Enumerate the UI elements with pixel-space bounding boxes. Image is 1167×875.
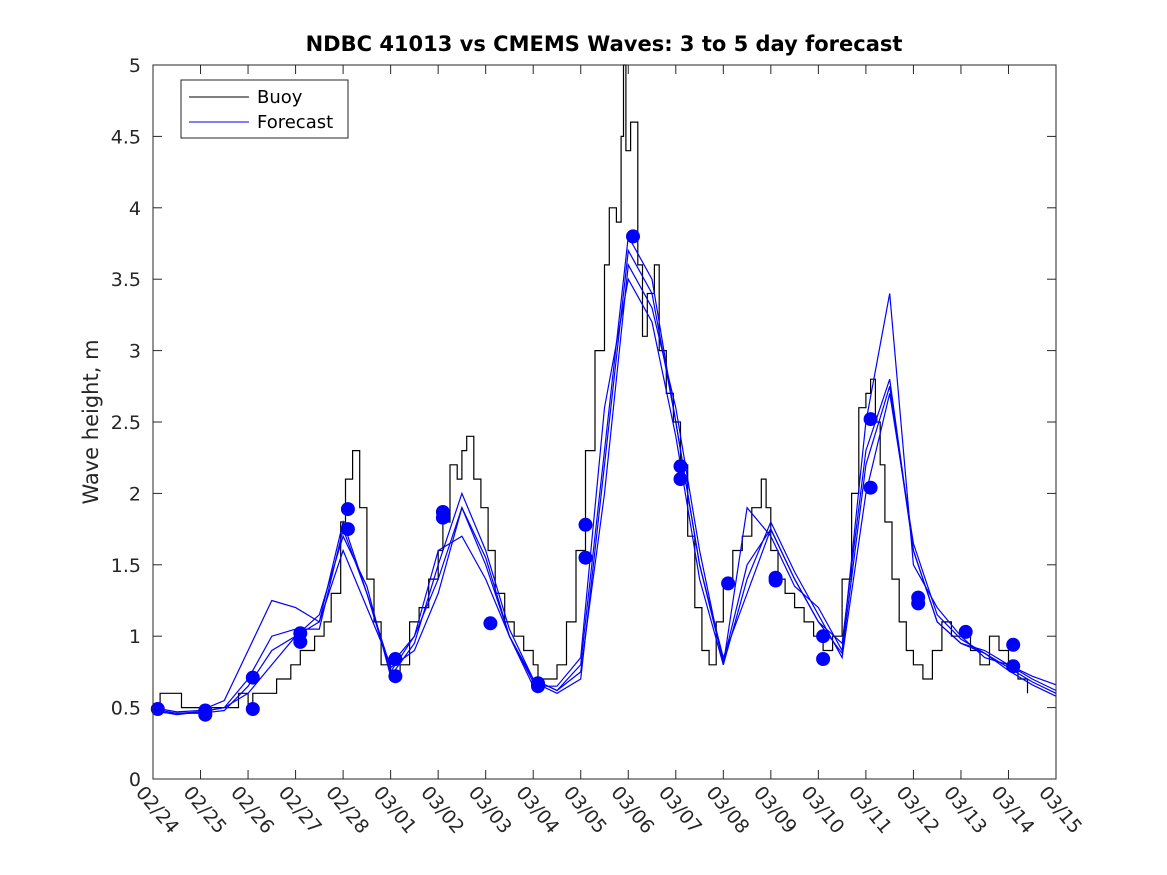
- y-axis: 0 0.5 1 1.5 2 2.5 3 3.5 4 4.5 5: [111, 55, 1056, 791]
- forecast-marker: [626, 229, 640, 244]
- forecast-marker: [578, 550, 593, 565]
- forecast-marker: [1006, 637, 1021, 652]
- plot-background: [153, 65, 1056, 779]
- forecast-marker: [245, 670, 260, 685]
- forecast-line-3: [152, 277, 1057, 713]
- forecast-marker: [483, 616, 498, 631]
- y-tick-label: 3: [129, 341, 141, 363]
- forecast-marker: [673, 459, 688, 474]
- forecast-marker: [721, 576, 736, 591]
- buoy-series: [153, 64, 1029, 709]
- plot-area: [153, 65, 1056, 779]
- forecast-marker: [531, 679, 545, 694]
- chart-title: NDBC 41013 vs CMEMS Waves: 3 to 5 day fo…: [306, 32, 903, 56]
- y-tick-label: 0.5: [111, 698, 141, 720]
- y-tick-label: 3.5: [111, 269, 141, 291]
- legend-label-buoy: Buoy: [257, 87, 303, 108]
- forecast-marker: [911, 596, 926, 611]
- forecast-marker: [388, 652, 403, 666]
- forecast-marker: [958, 624, 973, 639]
- forecast-marker: [863, 480, 878, 495]
- forecast-marker: [340, 502, 355, 517]
- forecast-marker: [340, 522, 355, 537]
- forecast-markers: [150, 229, 1021, 722]
- buoy-line: [153, 64, 1029, 709]
- forecast-marker: [435, 510, 450, 525]
- y-axis-label: Wave height, m: [79, 339, 103, 504]
- legend-box: [180, 79, 349, 139]
- y-tick-label: 2.5: [111, 412, 141, 434]
- y-tick-label: 5: [129, 55, 141, 77]
- forecast-marker: [293, 634, 308, 649]
- forecast-marker: [816, 652, 831, 666]
- forecast-marker: [816, 629, 831, 644]
- y-tick-label: 1.5: [111, 555, 141, 577]
- forecast-marker: [245, 702, 260, 716]
- legend-label-forecast: Forecast: [257, 112, 333, 133]
- y-tick-label: 0: [129, 769, 141, 791]
- forecast-marker: [388, 669, 403, 684]
- forecast-marker: [150, 702, 165, 716]
- y-tick-label: 4.5: [111, 126, 141, 148]
- y-tick-label: 2: [129, 483, 141, 505]
- forecast-marker: [198, 707, 213, 722]
- forecast-marker: [673, 472, 688, 487]
- y-tick-label: 1: [129, 626, 141, 648]
- forecast-marker: [863, 412, 878, 427]
- forecast-marker: [768, 573, 783, 588]
- y-tick-label: 4: [129, 198, 141, 220]
- forecast-marker: [1006, 659, 1021, 674]
- forecast-marker: [578, 517, 593, 532]
- legend: Buoy Forecast: [180, 79, 349, 139]
